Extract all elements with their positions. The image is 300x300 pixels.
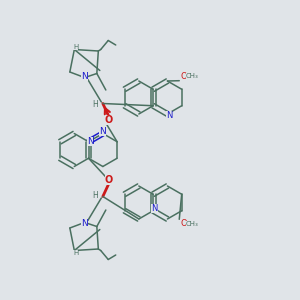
Text: O: O bbox=[180, 219, 187, 228]
Text: CH₃: CH₃ bbox=[186, 221, 199, 227]
Text: N: N bbox=[100, 128, 106, 136]
Text: H: H bbox=[73, 44, 79, 50]
Text: H: H bbox=[73, 250, 79, 256]
Text: O: O bbox=[105, 175, 113, 185]
Text: O: O bbox=[105, 115, 113, 125]
Text: O: O bbox=[180, 72, 187, 81]
Text: CH₃: CH₃ bbox=[186, 73, 199, 79]
Text: H: H bbox=[92, 100, 98, 109]
Text: N: N bbox=[166, 111, 172, 120]
Text: N: N bbox=[82, 72, 88, 81]
Text: H: H bbox=[92, 190, 98, 200]
Text: N: N bbox=[87, 137, 93, 146]
Text: N: N bbox=[82, 219, 88, 228]
Text: N: N bbox=[152, 205, 158, 214]
